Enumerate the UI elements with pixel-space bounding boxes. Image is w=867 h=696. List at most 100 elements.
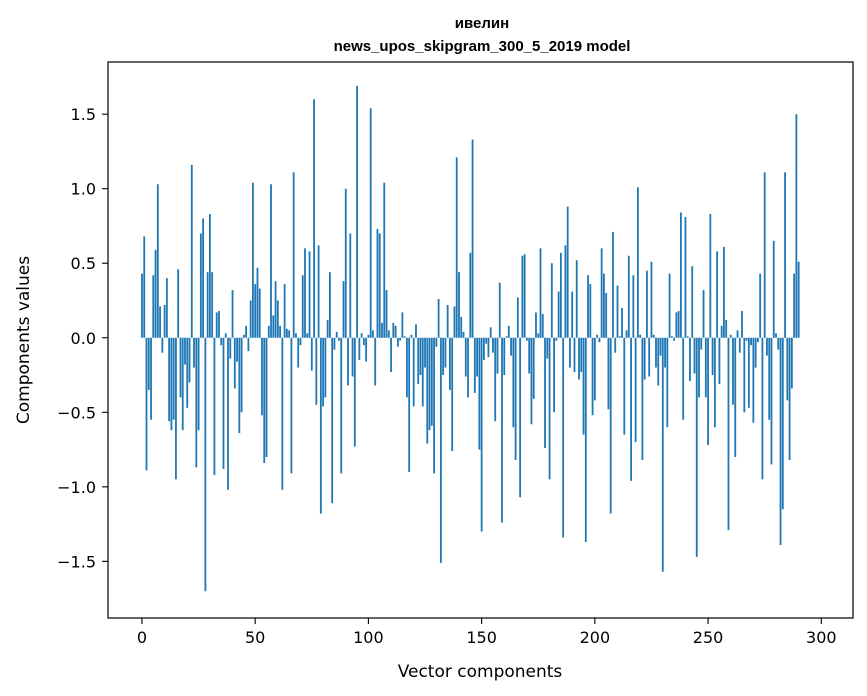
x-tick-label: 250: [693, 628, 724, 647]
bar: [324, 337, 327, 398]
bar: [539, 248, 542, 338]
bar: [698, 337, 700, 398]
bar: [295, 333, 297, 338]
bar: [150, 337, 152, 420]
bar: [147, 337, 150, 390]
bar: [643, 337, 646, 380]
bar: [745, 337, 748, 341]
bar: [593, 337, 596, 401]
bar: [485, 337, 488, 344]
bar: [421, 337, 424, 407]
bar: [784, 172, 786, 338]
bar: [161, 337, 164, 353]
bar: [276, 300, 279, 338]
bar: [505, 336, 508, 338]
bar: [202, 218, 205, 338]
bar: [177, 269, 180, 338]
bar: [682, 337, 685, 420]
bar: [172, 337, 175, 420]
bar: [360, 333, 363, 338]
bar: [410, 334, 413, 338]
bar: [743, 337, 746, 413]
bar: [702, 290, 705, 338]
bar: [707, 337, 709, 446]
bar: [292, 172, 295, 338]
bar: [299, 337, 302, 346]
bar: [392, 322, 395, 338]
bar: [614, 337, 617, 353]
bar: [313, 99, 315, 338]
bar: [367, 334, 370, 338]
bar: [163, 304, 166, 338]
bar: [288, 330, 291, 338]
bar: [249, 300, 252, 338]
bar: [211, 272, 214, 338]
bar: [600, 248, 603, 338]
bar: [557, 291, 560, 338]
bar: [279, 325, 281, 338]
y-axis-label: Components values: [14, 256, 34, 424]
bar: [224, 333, 227, 338]
bar: [480, 337, 483, 532]
bar: [179, 337, 182, 398]
y-axis-ticks: −1.5 −1.0 −0.5 0.0 0.5 1.0 1.5: [57, 105, 108, 571]
bar: [460, 316, 463, 338]
bar: [754, 337, 757, 368]
bar: [242, 334, 245, 338]
bar: [446, 304, 449, 338]
bar: [768, 337, 771, 420]
bar: [186, 337, 189, 408]
bar: [655, 337, 657, 368]
bar: [546, 337, 549, 359]
bar: [578, 337, 580, 380]
bar: [580, 337, 583, 373]
bar: [444, 337, 447, 368]
bar: [532, 337, 535, 399]
bar: [283, 284, 286, 338]
bar: [775, 333, 777, 338]
bar: [544, 337, 546, 449]
bar: [713, 337, 716, 428]
bar: [584, 337, 587, 542]
bar: [319, 337, 322, 514]
bar: [668, 273, 671, 338]
bar: [763, 172, 766, 338]
y-tick-label: 0.0: [71, 329, 96, 348]
bar: [709, 214, 712, 338]
bar: [575, 260, 578, 338]
bar: [772, 240, 775, 338]
bar: [684, 217, 687, 338]
bar: [442, 337, 445, 376]
bar: [181, 337, 184, 431]
bar: [795, 114, 798, 338]
bar: [143, 236, 146, 338]
bar: [263, 337, 266, 463]
bar: [693, 337, 696, 374]
bar: [564, 245, 567, 338]
bar: [335, 331, 338, 338]
bar: [356, 85, 358, 338]
bar: [349, 233, 352, 338]
bar: [358, 337, 361, 361]
y-tick-label: 0.5: [71, 254, 96, 273]
bar: [521, 255, 524, 338]
bar: [750, 337, 752, 346]
bar: [227, 337, 229, 490]
bar: [458, 272, 460, 338]
bar: [170, 337, 173, 431]
bar: [401, 312, 404, 338]
bar: [428, 337, 431, 431]
bar: [245, 325, 248, 338]
x-tick-label: 0: [137, 628, 147, 647]
x-tick-label: 200: [580, 628, 611, 647]
bar: [195, 337, 198, 468]
bar: [630, 337, 632, 481]
y-tick-label: −1.0: [57, 478, 96, 497]
bar: [236, 337, 238, 362]
bar: [487, 337, 490, 358]
bar: [666, 337, 669, 428]
bar: [648, 337, 651, 377]
bar: [290, 337, 293, 474]
bar: [394, 325, 397, 338]
bar: [215, 312, 218, 338]
